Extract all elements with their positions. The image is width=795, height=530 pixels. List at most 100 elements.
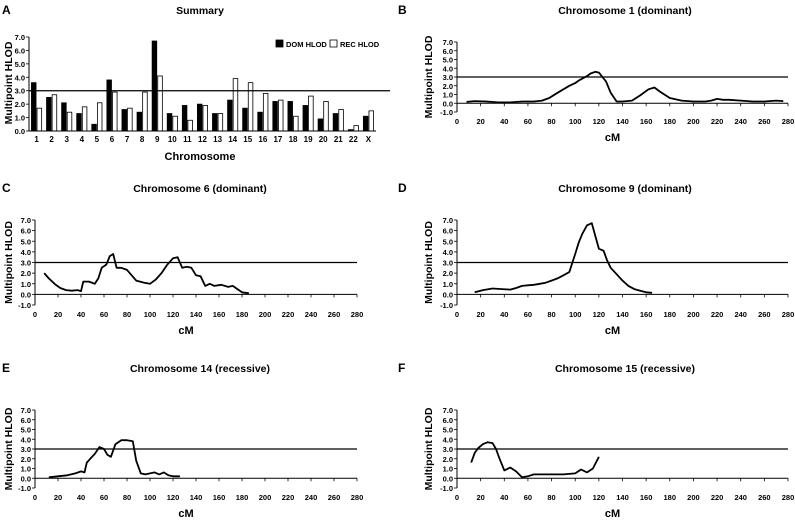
x-axis-label: cM bbox=[605, 325, 620, 337]
x-tick-label: 240 bbox=[305, 493, 318, 502]
y-axis-label: Multipoint HLOD bbox=[3, 41, 15, 124]
panel-b: B Chromosome 1 (dominant) Multipoint HLO… bbox=[398, 3, 794, 144]
y-tick-label: -1.0 bbox=[440, 484, 453, 493]
panel-e: E Chromosome 14 (recessive) Multipoint H… bbox=[2, 361, 363, 520]
x-tick-label: 20 bbox=[476, 310, 484, 319]
x-tick-label: 22 bbox=[349, 135, 358, 144]
x-tick-label: 260 bbox=[328, 493, 341, 502]
y-tick-label: 1.0 bbox=[21, 465, 31, 474]
chart-title: Chromosome 15 (recessive) bbox=[555, 363, 695, 375]
hlod-line bbox=[470, 441, 600, 479]
x-tick-label: 13 bbox=[213, 135, 222, 144]
bar-rec-hlod bbox=[36, 107, 43, 132]
y-axis-label: Multipoint HLOD bbox=[423, 407, 435, 490]
bar-rec-hlod bbox=[323, 101, 329, 132]
y-tick-label: 7.0 bbox=[21, 216, 31, 225]
bar-rec-hlod bbox=[81, 106, 88, 132]
x-tick-label: 100 bbox=[569, 310, 582, 319]
x-tick-label: 240 bbox=[734, 117, 747, 126]
plot-marks bbox=[454, 409, 789, 489]
x-tick-label: 80 bbox=[123, 493, 131, 502]
bar-rec-hlod bbox=[157, 75, 163, 132]
x-tick-label: 6 bbox=[110, 135, 115, 144]
legend-label-dom: DOM HLOD bbox=[286, 40, 327, 49]
bar-rec-hlod bbox=[66, 111, 73, 132]
x-tick-label: 140 bbox=[616, 117, 629, 126]
y-tick-label: 2.0 bbox=[443, 455, 453, 464]
bars bbox=[26, 36, 390, 132]
x-tick-label: 180 bbox=[664, 117, 677, 126]
x-tick-label: 10 bbox=[168, 135, 177, 144]
bar-dom-hlod bbox=[242, 107, 248, 132]
y-tick-label: 5.0 bbox=[443, 426, 453, 435]
bar-dom-hlod bbox=[121, 109, 127, 132]
x-tick-labels: 0 20 40 60 80 100 120 140 160 180 200 22… bbox=[33, 493, 363, 502]
y-tick-label: 5.0 bbox=[15, 60, 25, 69]
bar-dom-hlod bbox=[212, 113, 218, 132]
x-tick-label: 160 bbox=[640, 310, 653, 319]
bar-dom-hlod bbox=[91, 123, 97, 132]
y-tick-label: 5.0 bbox=[21, 237, 31, 246]
y-tick-label: 7.0 bbox=[443, 216, 453, 225]
y-tick-label: 5.0 bbox=[443, 56, 453, 65]
bar-dom-hlod bbox=[31, 82, 37, 132]
y-tick-label: 5.0 bbox=[443, 237, 453, 246]
x-tick-label: 180 bbox=[236, 493, 249, 502]
y-tick-label: 1.0 bbox=[21, 280, 31, 289]
x-tick-label: 240 bbox=[305, 310, 318, 319]
hlod-line bbox=[43, 253, 250, 295]
x-tick-label: 0 bbox=[33, 493, 37, 502]
y-tick-label: 5.0 bbox=[21, 426, 31, 435]
y-tick-label: 2.0 bbox=[21, 455, 31, 464]
x-axis-label: Chromosome bbox=[165, 151, 236, 163]
y-tick-label: 4.0 bbox=[21, 435, 31, 444]
x-tick-label: 40 bbox=[500, 493, 508, 502]
chart-title: Chromosome 9 (dominant) bbox=[558, 183, 692, 195]
x-tick-label: 280 bbox=[782, 310, 795, 319]
x-tick-labels: 0 20 40 60 80 100 120 140 160 180 200 22… bbox=[455, 117, 794, 126]
x-tick-label: 20 bbox=[476, 493, 484, 502]
x-tick-label: 200 bbox=[687, 493, 700, 502]
x-tick-label: 0 bbox=[455, 310, 459, 319]
bar-rec-hlod bbox=[127, 107, 133, 132]
y-tick-label: -1.0 bbox=[440, 108, 453, 117]
x-tick-label: 120 bbox=[167, 310, 180, 319]
y-tick-label: 7.0 bbox=[443, 38, 453, 47]
x-tick-label: 280 bbox=[782, 493, 795, 502]
x-tick-label: 60 bbox=[524, 310, 532, 319]
y-axis-label: Multipoint HLOD bbox=[423, 35, 435, 118]
y-tick-label: 1.0 bbox=[443, 91, 453, 100]
y-tick-label: 0.0 bbox=[21, 290, 31, 299]
x-tick-label: 140 bbox=[616, 310, 629, 319]
bar-rec-hlod bbox=[187, 119, 193, 132]
x-axis-label: cM bbox=[178, 325, 193, 337]
bar-rec-hlod bbox=[217, 113, 224, 132]
x-tick-label: 280 bbox=[351, 493, 364, 502]
x-tick-label: 160 bbox=[640, 493, 653, 502]
bar-dom-hlod bbox=[317, 118, 324, 132]
x-tick-label: 200 bbox=[687, 117, 700, 126]
x-tick-label: 220 bbox=[282, 493, 295, 502]
bar-rec-hlod bbox=[338, 109, 344, 132]
y-tick-label: 4.0 bbox=[15, 73, 25, 82]
x-tick-label: 140 bbox=[616, 493, 629, 502]
x-tick-label: 17 bbox=[273, 135, 282, 144]
x-tick-label: 280 bbox=[782, 117, 795, 126]
y-tick-labels: -1.0 0.0 1.0 2.0 3.0 4.0 5.0 6.0 7.0 bbox=[18, 216, 31, 310]
legend-swatch-dom bbox=[275, 39, 284, 48]
x-tick-label: 60 bbox=[524, 117, 532, 126]
bar-dom-hlod bbox=[166, 113, 173, 132]
x-tick-label: 1 bbox=[34, 135, 39, 144]
x-tick-label: 80 bbox=[547, 310, 555, 319]
x-axis-label: cM bbox=[605, 508, 620, 520]
x-tick-label: 20 bbox=[319, 135, 328, 144]
y-tick-label: 2.0 bbox=[15, 100, 25, 109]
chart-title: Chromosome 1 (dominant) bbox=[558, 5, 692, 17]
x-tick-label: 180 bbox=[664, 493, 677, 502]
panel-label: A bbox=[2, 3, 11, 17]
x-tick-label: 40 bbox=[500, 117, 508, 126]
bar-dom-hlod bbox=[332, 113, 339, 132]
legend-label-rec: REC HLOD bbox=[340, 40, 380, 49]
y-tick-label: 3.0 bbox=[21, 445, 31, 454]
